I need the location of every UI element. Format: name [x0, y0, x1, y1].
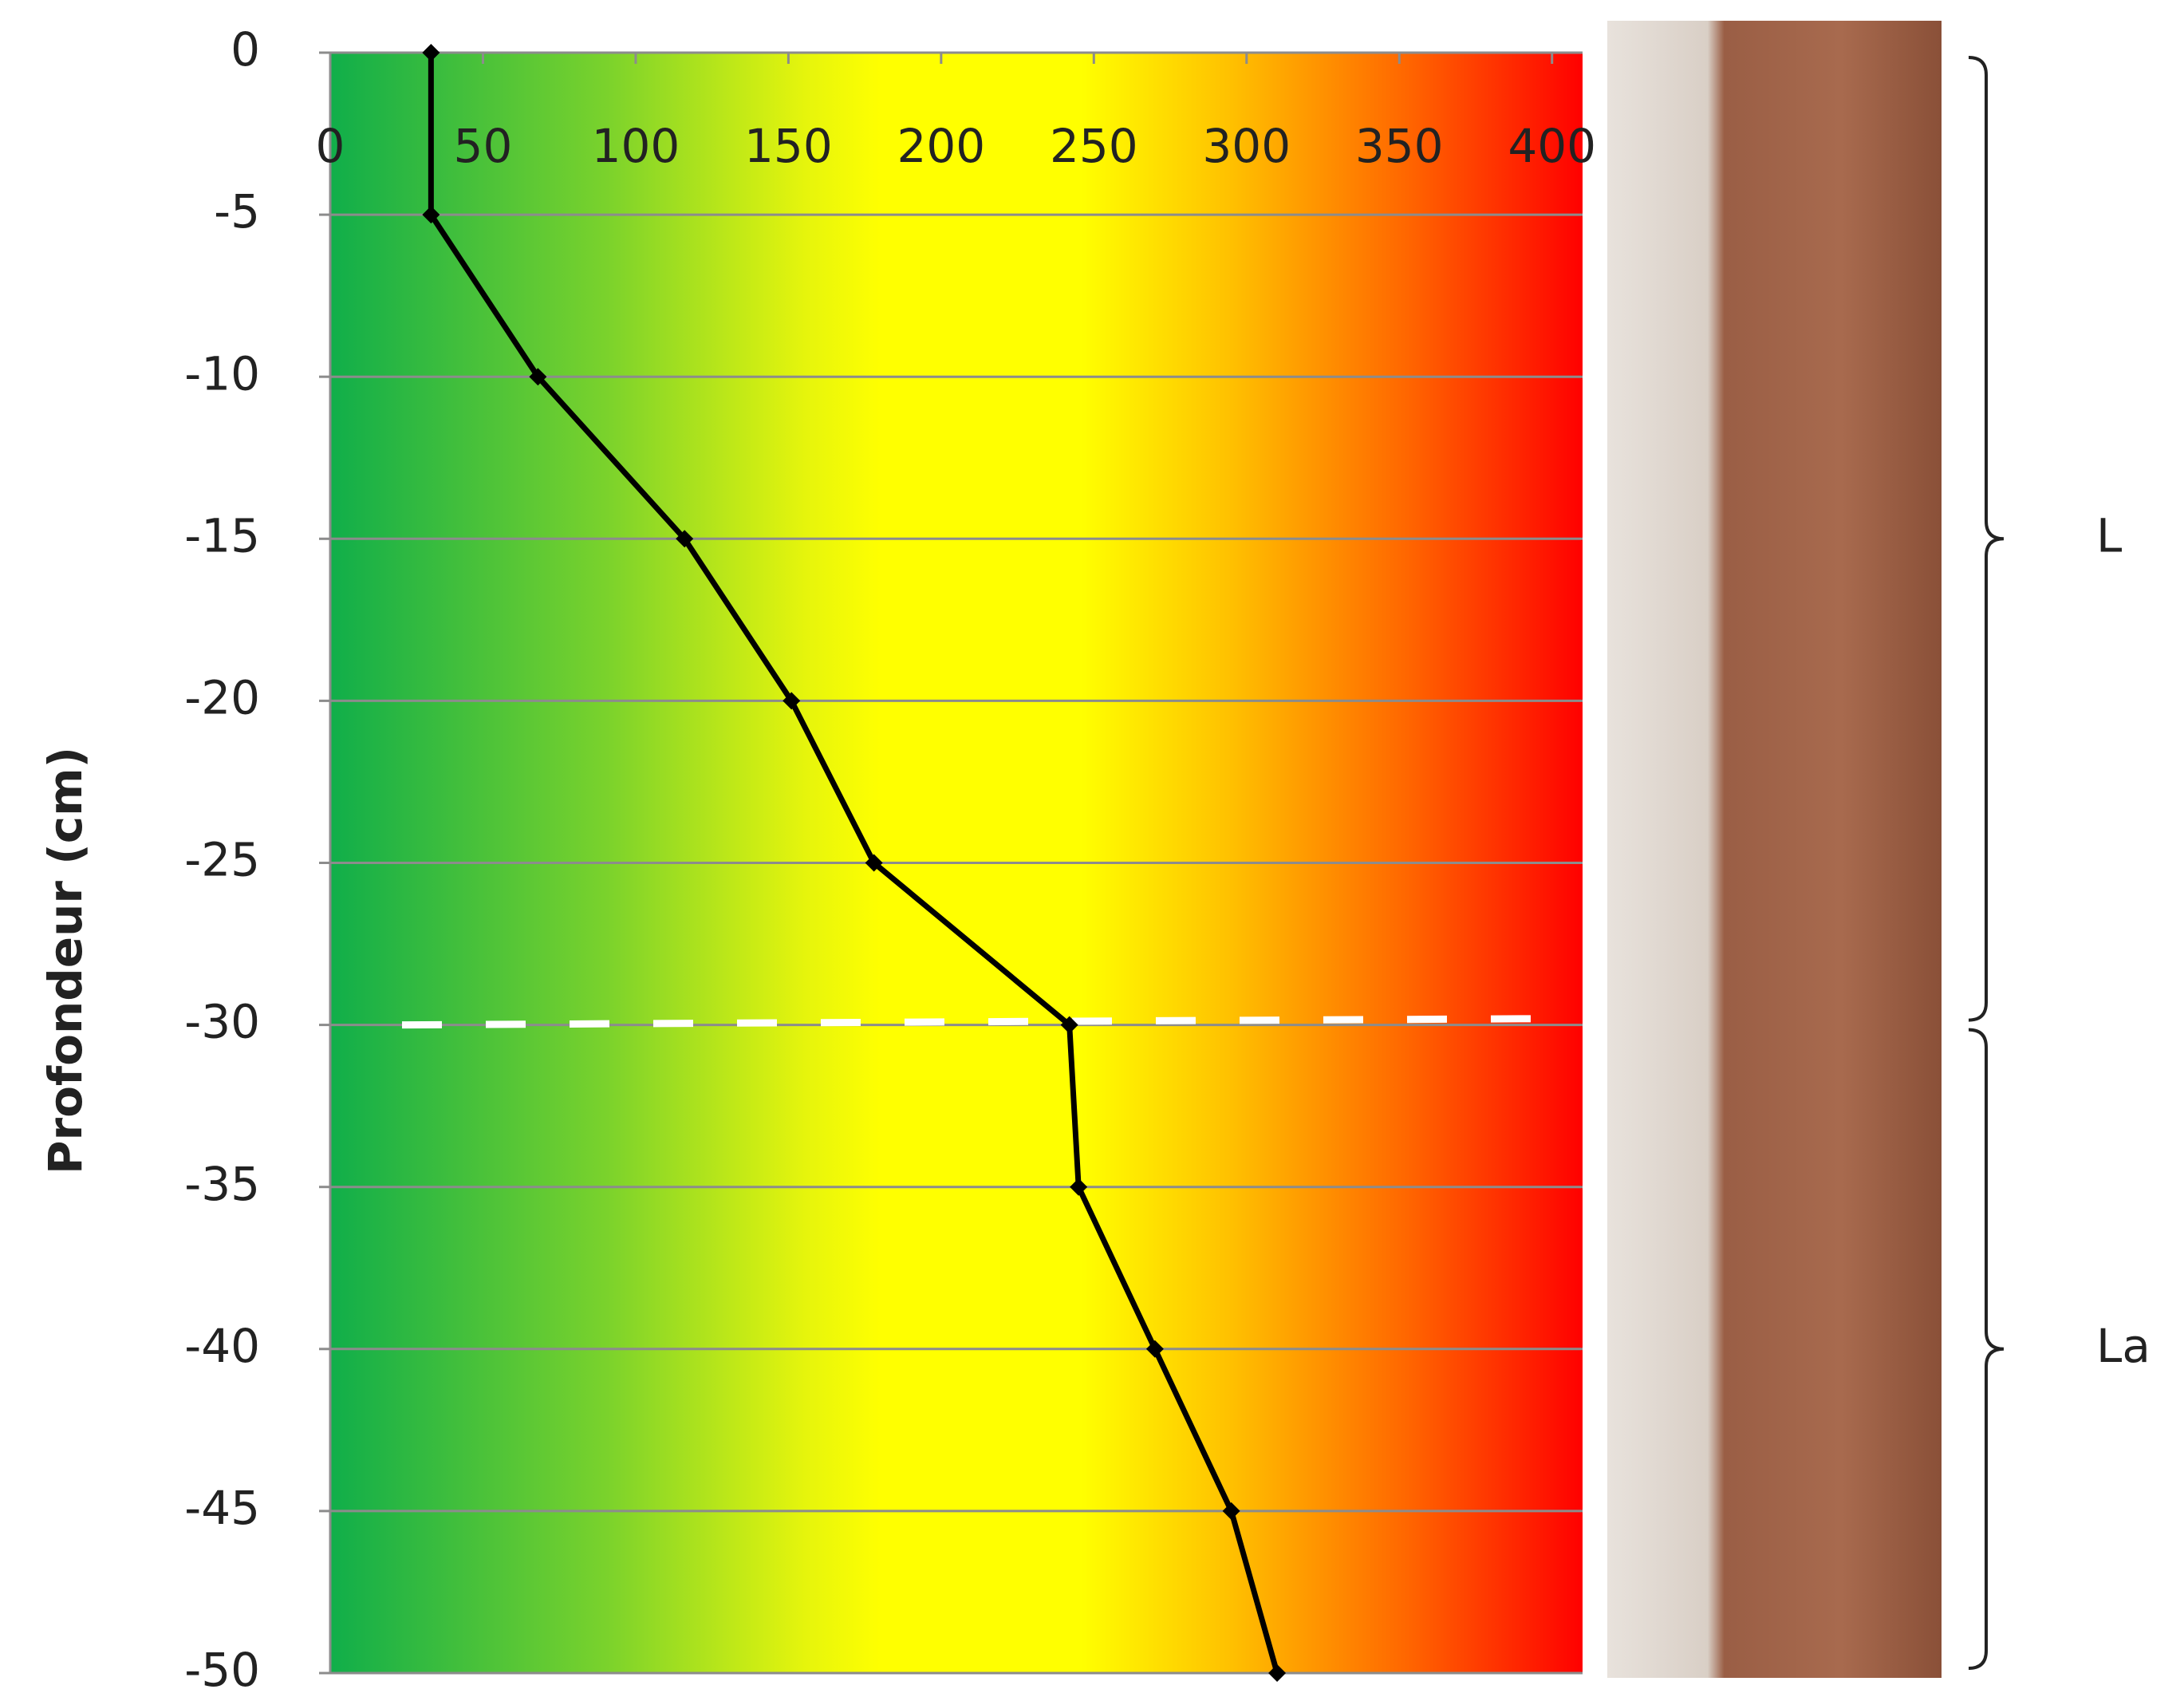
- horizon-label: L: [2096, 508, 2122, 562]
- y-tick-label: -15: [184, 508, 260, 562]
- y-axis-label: Profondeur (cm): [38, 747, 93, 1174]
- x-tick-label: 400: [1508, 119, 1596, 173]
- y-tick-label: -25: [184, 833, 260, 887]
- bracket: [1969, 57, 2004, 1020]
- y-tick-label: -45: [184, 1481, 260, 1535]
- horizon-label: La: [2096, 1319, 2150, 1373]
- y-tick-label: 0: [231, 22, 260, 77]
- soil-core-photo: [1607, 21, 1942, 1678]
- y-tick-label: -35: [184, 1157, 260, 1211]
- chart: Profondeur (cm) 0 -5 -10 -15 -20 -25 -30 -35 -40…: [0, 0, 2184, 1698]
- y-tick-label: -5: [214, 184, 260, 239]
- x-tick-label: 50: [454, 119, 513, 173]
- x-tick-label: 350: [1355, 119, 1444, 173]
- y-tick-label: -20: [184, 671, 260, 725]
- y-tick-label: -10: [184, 346, 260, 401]
- x-tick-label: 100: [592, 119, 680, 173]
- bracket: [1969, 1030, 2004, 1668]
- y-tick-label: -30: [184, 995, 260, 1049]
- y-tick-label: -50: [184, 1643, 260, 1697]
- x-tick-label: 300: [1202, 119, 1291, 173]
- x-tick-label: 0: [316, 119, 345, 173]
- x-tick-label: 150: [744, 119, 833, 173]
- x-tick-label: 250: [1050, 119, 1138, 173]
- x-tick-label: 200: [897, 119, 985, 173]
- y-tick-label: -40: [184, 1319, 260, 1373]
